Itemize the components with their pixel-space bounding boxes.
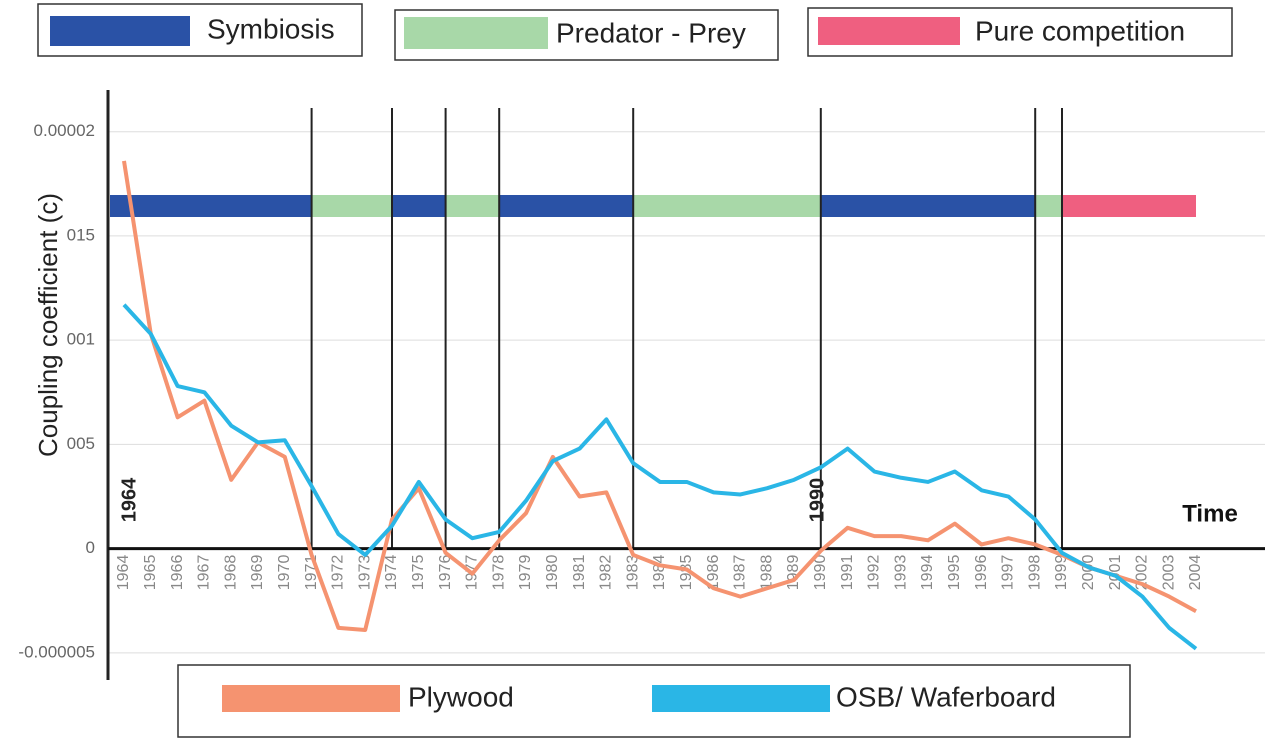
x-tick-label: 1979 <box>517 555 534 591</box>
x-tick-label: 1969 <box>249 555 266 591</box>
y-tick-label: 0 <box>86 538 95 557</box>
legend-label: Predator - Prey <box>556 17 746 48</box>
period-band <box>392 195 446 217</box>
x-tick-label: 1982 <box>598 555 615 591</box>
x-tick-label: 1990 <box>812 555 829 591</box>
y-tick-label: 0.00002 <box>34 121 95 140</box>
x-tick-label: 1966 <box>169 555 186 591</box>
annotation: 1964 <box>118 477 140 522</box>
series-line <box>122 160 1197 632</box>
x-tick-label: 1999 <box>1053 555 1070 591</box>
x-tick-label: 1968 <box>222 555 239 591</box>
x-tick-label: 1965 <box>142 555 159 591</box>
legend-swatch <box>404 17 548 49</box>
x-tick-label: 1998 <box>1026 555 1043 591</box>
period-band <box>445 195 500 217</box>
x-tick-label: 1987 <box>732 555 749 591</box>
period-band <box>311 195 392 217</box>
x-tick-label: 1994 <box>919 555 936 591</box>
x-tick-label: 1972 <box>330 555 347 591</box>
x-tick-label: 1978 <box>490 555 507 591</box>
legend-label: Symbiosis <box>207 13 335 44</box>
period-band <box>820 195 1036 217</box>
legend-swatch <box>50 16 190 46</box>
x-tick-label: 2004 <box>1187 555 1204 591</box>
legend-swatch <box>222 685 400 712</box>
x-tick-label: 1986 <box>705 555 722 591</box>
annotation: 1990 <box>806 478 828 523</box>
y-tick-label: -0.000005 <box>18 642 95 661</box>
x-tick-label: 1984 <box>651 555 668 591</box>
legend-label: Plywood <box>408 681 514 712</box>
period-band <box>633 195 821 217</box>
x-tick-label: 1970 <box>276 555 293 591</box>
x-tick-label: 1983 <box>624 555 641 591</box>
x-tick-label: 1993 <box>892 555 909 591</box>
legend-label: Pure competition <box>975 15 1185 46</box>
period-band <box>110 195 312 217</box>
period-band <box>1035 195 1062 217</box>
legend-swatch <box>652 685 830 712</box>
x-tick-label: 1975 <box>410 555 427 591</box>
period-band <box>499 195 634 217</box>
annotation: Time <box>1182 500 1238 527</box>
x-tick-label: 1981 <box>571 555 588 591</box>
x-tick-label: 1980 <box>544 555 561 591</box>
x-tick-label: 1985 <box>678 555 695 591</box>
x-tick-label: 1995 <box>946 555 963 591</box>
x-tick-label: 1997 <box>1000 555 1017 591</box>
x-tick-label: 1996 <box>973 555 990 591</box>
period-band <box>1062 195 1196 217</box>
x-tick-label: 1988 <box>758 555 775 591</box>
x-tick-label: 1991 <box>839 555 856 591</box>
x-tick-label: 1967 <box>196 555 213 591</box>
y-tick-label: 001 <box>67 330 95 349</box>
x-tick-label: 1976 <box>437 555 454 591</box>
y-axis-label: Coupling coefficient (c) <box>33 193 63 457</box>
x-tick-label: 2000 <box>1080 555 1097 591</box>
legend-swatch <box>818 17 960 45</box>
x-tick-label: 1973 <box>356 555 373 591</box>
x-tick-label: 1974 <box>383 555 400 591</box>
x-tick-label: 1964 <box>115 555 132 591</box>
x-tick-label: 1992 <box>866 555 883 591</box>
series-line <box>122 303 1198 651</box>
y-tick-label: 015 <box>67 225 95 244</box>
x-tick-label: 2003 <box>1160 555 1177 591</box>
legend-label: OSB/ Waferboard <box>836 681 1056 712</box>
y-tick-label: 005 <box>67 434 95 453</box>
